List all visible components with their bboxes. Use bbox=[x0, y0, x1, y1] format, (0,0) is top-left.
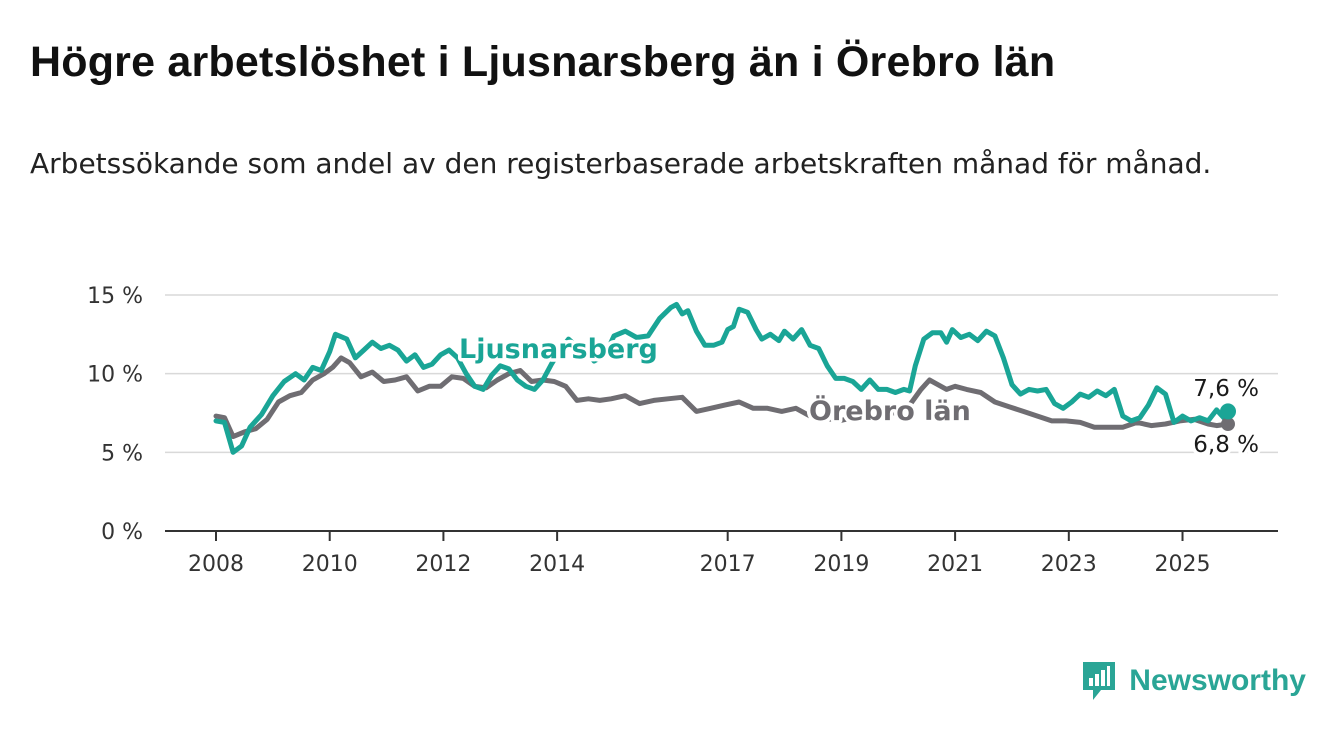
end-value-orebro-lan: 6,8 % bbox=[1193, 432, 1259, 458]
y-tick-label: 0 % bbox=[101, 520, 143, 545]
end-point-orebro-lan bbox=[1221, 417, 1235, 432]
y-tick-label: 5 % bbox=[101, 441, 143, 466]
x-tick-label: 2021 bbox=[927, 552, 983, 577]
series-label-ljusnarsberg: Ljusnarsberg bbox=[459, 334, 658, 365]
series-line-orebro-lan bbox=[213, 355, 1231, 440]
newsworthy-logo-icon bbox=[1083, 662, 1116, 700]
x-tick-label: 2025 bbox=[1155, 552, 1211, 577]
x-tick-label: 2017 bbox=[700, 552, 756, 577]
x-tick-label: 2008 bbox=[188, 552, 244, 577]
end-point-ljusnarsberg bbox=[1220, 403, 1236, 420]
brand: Newsworthy bbox=[1081, 660, 1306, 702]
page-subtitle: Arbetssökande som andel av den registerb… bbox=[30, 147, 1212, 180]
page-title: Högre arbetslöshet i Ljusnarsberg än i Ö… bbox=[30, 38, 1056, 86]
x-tick-label: 2019 bbox=[813, 552, 869, 577]
x-tick-label: 2010 bbox=[302, 552, 358, 577]
x-tick-label: 2023 bbox=[1041, 552, 1097, 577]
y-tick-label: 15 % bbox=[87, 284, 143, 309]
end-value-ljusnarsberg: 7,6 % bbox=[1193, 376, 1259, 402]
x-tick-label: 2014 bbox=[529, 552, 585, 577]
series-line-ljusnarsberg bbox=[213, 301, 1231, 455]
x-tick-label: 2012 bbox=[415, 552, 471, 577]
brand-name: Newsworthy bbox=[1129, 664, 1306, 697]
y-tick-label: 10 % bbox=[87, 363, 143, 388]
series-label-orebro-lan: Örebro län bbox=[809, 394, 971, 427]
